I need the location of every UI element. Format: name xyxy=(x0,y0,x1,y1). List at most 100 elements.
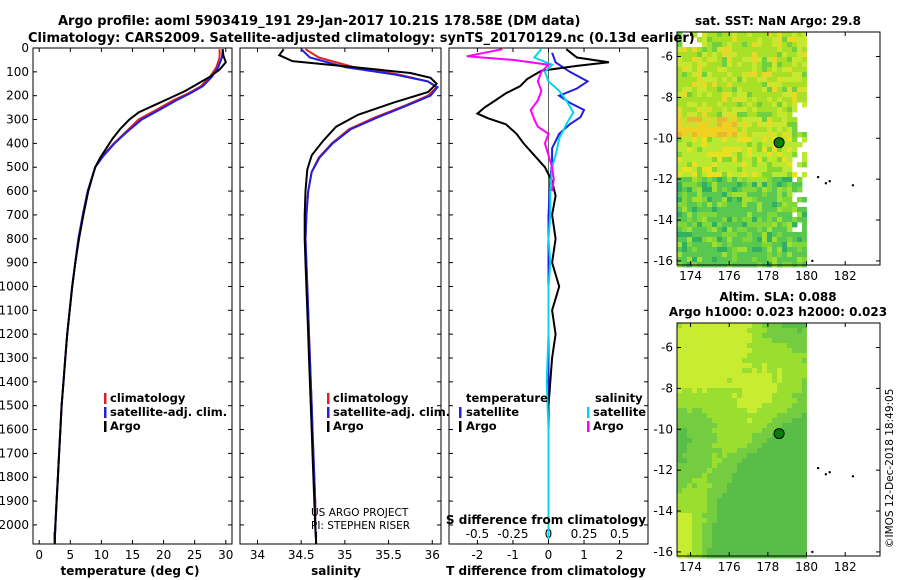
map-cell xyxy=(677,62,683,68)
map-cell xyxy=(707,227,713,233)
map-cell xyxy=(772,448,778,454)
map-cell xyxy=(797,52,803,58)
map-cell xyxy=(707,373,713,379)
map-cell xyxy=(787,453,793,459)
map-cell xyxy=(787,538,793,544)
map-cell xyxy=(787,207,793,213)
map-cell xyxy=(802,52,807,58)
map-cell xyxy=(797,328,803,334)
map-cell xyxy=(752,458,758,464)
map-cell xyxy=(712,152,718,158)
map-cell xyxy=(762,388,768,394)
map-cell xyxy=(722,458,728,464)
map-cell xyxy=(677,132,683,138)
map-cell xyxy=(732,162,738,168)
map-cell xyxy=(707,408,713,414)
map-cell xyxy=(697,252,703,258)
map-cell xyxy=(787,438,793,444)
map-cell xyxy=(737,252,743,258)
map-cell xyxy=(787,112,793,118)
map-cell xyxy=(762,142,768,148)
map-cell xyxy=(772,343,778,349)
map-cell xyxy=(787,508,793,514)
map-cell xyxy=(782,543,788,549)
map-cell xyxy=(692,413,698,419)
map-cell xyxy=(692,192,698,198)
map-cell xyxy=(757,232,763,238)
map-cell xyxy=(692,207,698,213)
map-cell xyxy=(742,137,748,143)
map-cell xyxy=(682,523,688,529)
map-cell xyxy=(717,508,723,514)
map-cell xyxy=(757,252,763,258)
map-cell xyxy=(802,418,807,424)
map-cell xyxy=(772,488,778,494)
map-cell xyxy=(692,483,698,489)
map-cell xyxy=(677,57,683,63)
map-cell xyxy=(727,132,733,138)
map-cell xyxy=(767,87,773,93)
map-cell xyxy=(802,97,807,103)
map-cell xyxy=(777,353,783,359)
map-cell xyxy=(697,518,703,524)
map-cell xyxy=(752,127,758,133)
map-cell xyxy=(707,543,713,549)
map-cell xyxy=(772,167,778,173)
map-cell xyxy=(702,488,708,494)
map-cell xyxy=(687,428,693,434)
map-cell xyxy=(692,232,698,238)
map-cell xyxy=(737,373,743,379)
map-cell xyxy=(742,167,748,173)
map-cell xyxy=(682,177,688,183)
map-cell xyxy=(797,413,803,419)
map-cell xyxy=(772,323,778,329)
map-cell xyxy=(792,37,798,43)
map-cell xyxy=(742,493,748,499)
map-cell xyxy=(757,488,763,494)
map-cell xyxy=(727,167,733,173)
map-cell xyxy=(762,102,768,108)
map-cell xyxy=(797,548,803,554)
difference-top-tick-label: -0.25 xyxy=(497,527,528,541)
map-cell xyxy=(687,398,693,404)
map-cell xyxy=(682,373,688,379)
map-cell xyxy=(747,42,753,48)
map-cell xyxy=(717,388,723,394)
map-cell xyxy=(747,328,753,334)
map-cell xyxy=(682,147,688,153)
map-cell xyxy=(787,252,793,258)
map-cell xyxy=(737,528,743,534)
map-cell xyxy=(792,107,798,113)
map-cell xyxy=(712,493,718,499)
map-cell xyxy=(792,518,798,524)
map-cell xyxy=(797,408,803,414)
map-cell xyxy=(747,403,753,409)
map-cell xyxy=(697,383,703,389)
map-cell xyxy=(687,122,693,128)
map-cell xyxy=(742,177,748,183)
map-cell xyxy=(772,468,778,474)
map-cell xyxy=(677,343,683,349)
map-cell xyxy=(707,458,713,464)
map-cell xyxy=(707,538,713,544)
map-cell xyxy=(727,187,733,193)
map-cell xyxy=(747,378,753,384)
map-cell xyxy=(712,498,718,504)
map-cell xyxy=(727,448,733,454)
map-cell xyxy=(797,418,803,424)
map-cell xyxy=(677,97,683,103)
map-cell xyxy=(747,122,753,128)
map-cell xyxy=(677,493,683,499)
map-cell xyxy=(787,323,793,329)
map-cell xyxy=(767,112,773,118)
map-cell xyxy=(702,453,708,459)
map-cell xyxy=(697,142,703,148)
map-cell xyxy=(782,483,788,489)
map-cell xyxy=(757,117,763,123)
map-cell xyxy=(782,162,788,168)
map-cell xyxy=(747,448,753,454)
map-cell xyxy=(702,72,708,78)
temperature-panel: 0100200300400500600700800900100011001200… xyxy=(0,41,233,578)
map-cell xyxy=(717,413,723,419)
map-cell xyxy=(792,513,798,519)
